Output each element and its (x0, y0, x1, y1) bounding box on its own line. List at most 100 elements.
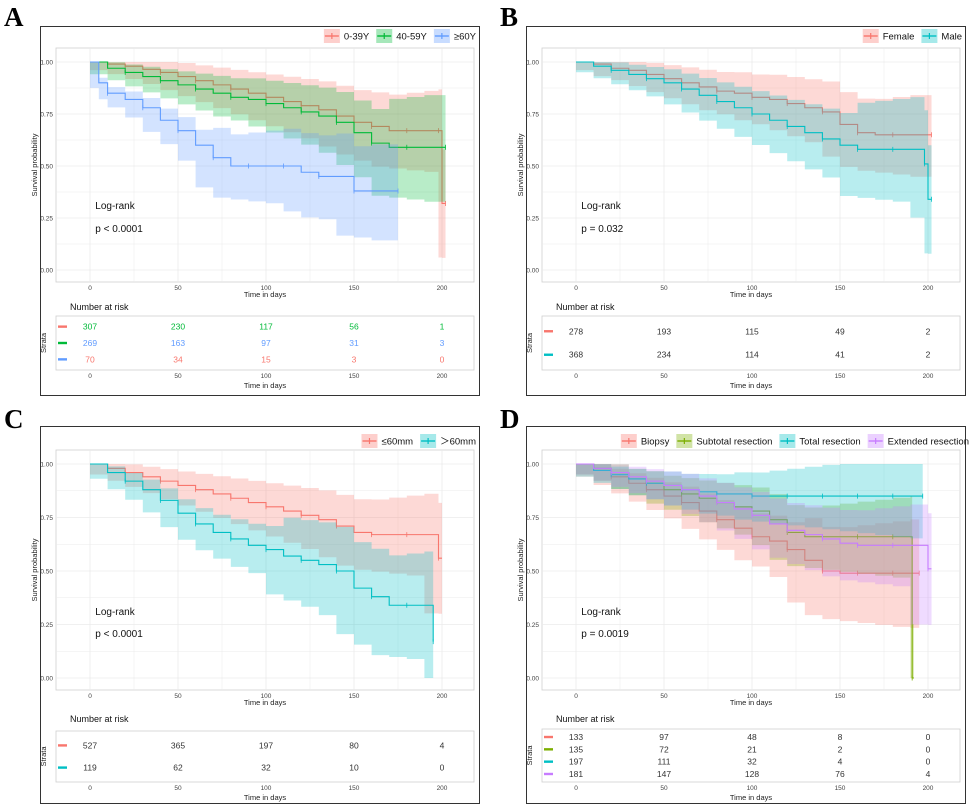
confidence-band (576, 464, 920, 628)
series-Extended resection (576, 463, 932, 625)
risk-x-tick-label: 100 (261, 785, 272, 792)
risk-count: 278 (569, 326, 583, 336)
risk-count: 135 (569, 744, 583, 754)
risk-count: 31 (349, 338, 359, 348)
x-tick-label: 50 (660, 285, 668, 292)
grid (56, 48, 474, 282)
risk-count: 2 (926, 350, 931, 360)
p-value-label: p = 0.0019 (581, 629, 629, 640)
risk-count: 0 (440, 354, 445, 364)
risk-count: 163 (171, 338, 185, 348)
y-tick-label: 0.50 (526, 569, 539, 576)
risk-count: 368 (569, 350, 583, 360)
y-tick-label: 0.25 (526, 216, 539, 223)
risk-x-tick-label: 200 (923, 785, 934, 792)
confidence-band (576, 62, 932, 254)
risk-x-axis-label: Time in days (244, 793, 286, 802)
x-axis-label: Time in days (244, 290, 286, 299)
risk-count: 119 (83, 763, 97, 773)
confidence-band (90, 62, 446, 258)
risk-count: 197 (569, 757, 583, 767)
legend: 0-39Y 40-59Y ≥60Y (323, 29, 477, 43)
legend: Biopsy Subtotal resection Total resection E… (620, 434, 969, 448)
risk-count: 147 (657, 769, 671, 779)
y-tick-label: 0.25 (40, 622, 53, 629)
panel-label: C (4, 404, 24, 434)
p-value-label: p = 0.032 (581, 224, 623, 235)
x-tick-label: 100 (261, 285, 272, 292)
risk-count: 4 (838, 757, 843, 767)
plot-area (55, 47, 475, 283)
p-value-label: p < 0.0001 (95, 224, 143, 235)
risk-x-tick-label: 50 (174, 373, 182, 380)
risk-count: 230 (171, 322, 185, 332)
risk-table-area (541, 728, 961, 783)
legend-label: ＞60mm (440, 437, 476, 448)
risk-x-tick-label: 150 (835, 785, 846, 792)
risk-count: 197 (259, 740, 273, 750)
risk-table-area (55, 315, 475, 371)
logrank-label: Log-rank (95, 607, 135, 618)
risk-count: 115 (745, 326, 759, 336)
logrank-label: Log-rank (581, 201, 621, 212)
risk-count: 32 (747, 757, 757, 767)
x-tick-label: 150 (835, 693, 846, 700)
y-tick-label: 0.75 (40, 515, 53, 522)
risk-table-ylabel: Strata (39, 746, 48, 767)
legend-label: Biopsy (641, 437, 670, 448)
risk-count: 181 (569, 769, 583, 779)
risk-count: 49 (835, 326, 845, 336)
risk-table-title: Number at risk (70, 302, 129, 312)
x-axis-label: Time in days (730, 698, 772, 707)
risk-x-tick-label: 50 (174, 785, 182, 792)
risk-count: 70 (85, 354, 95, 364)
km-panel-d: D 0.00 0.25 0.50 0.75 1.00 0 50 100 150 200 Time i… (486, 404, 972, 809)
y-tick-label: 0.25 (40, 216, 53, 223)
y-tick-label: 0.00 (526, 676, 539, 683)
legend: Female Male (862, 29, 962, 43)
grid (542, 48, 960, 282)
risk-count: 1 (440, 322, 445, 332)
legend: ≤60mm ＞60mm (361, 434, 476, 448)
km-chart-b: 0.00 0.25 0.50 0.75 1.00 0 50 100 150 200 Time in … (516, 29, 962, 390)
legend-label: 0-39Y (344, 32, 370, 43)
legend-item: ≤60mm (361, 434, 413, 448)
risk-x-tick-label: 0 (88, 373, 92, 380)
x-tick-label: 0 (88, 693, 92, 700)
risk-count: 128 (745, 769, 759, 779)
confidence-band (576, 464, 932, 625)
risk-x-tick-label: 100 (261, 373, 272, 380)
risk-count: 15 (261, 354, 271, 364)
y-tick-label: 0.75 (526, 515, 539, 522)
panel-label: D (500, 404, 520, 434)
risk-count: 3 (440, 338, 445, 348)
legend-label: Subtotal resection (696, 437, 772, 448)
y-tick-label: 1.00 (526, 60, 539, 67)
x-tick-label: 100 (747, 693, 758, 700)
risk-count: 80 (349, 740, 359, 750)
risk-x-tick-label: 100 (747, 785, 758, 792)
km-panel-c: C 0.00 0.25 0.50 0.75 1.00 0 50 100 150 200 Time i… (0, 404, 486, 809)
legend-label: Male (941, 32, 962, 43)
plot-area (55, 449, 475, 691)
risk-count: 48 (747, 732, 757, 742)
grid (56, 450, 474, 690)
risk-count: 307 (83, 322, 97, 332)
series-Female (576, 61, 932, 177)
risk-count: 133 (569, 732, 583, 742)
confidence-band (576, 464, 923, 539)
risk-x-tick-label: 100 (747, 373, 758, 380)
risk-count: 4 (926, 769, 931, 779)
km-panel-b: B 0.00 0.25 0.50 0.75 1.00 0 50 100 150 200 Time i… (486, 0, 972, 404)
series-＞60mm (90, 463, 434, 678)
legend-item: 40-59Y (376, 29, 428, 43)
risk-count: 34 (173, 354, 183, 364)
series-Total resection (576, 463, 924, 539)
logrank-label: Log-rank (95, 201, 135, 212)
risk-count: 76 (835, 769, 845, 779)
survival-curve (576, 463, 923, 497)
x-tick-label: 0 (88, 285, 92, 292)
panel-label: A (4, 2, 24, 32)
p-value-label: p < 0.0001 (95, 629, 143, 640)
